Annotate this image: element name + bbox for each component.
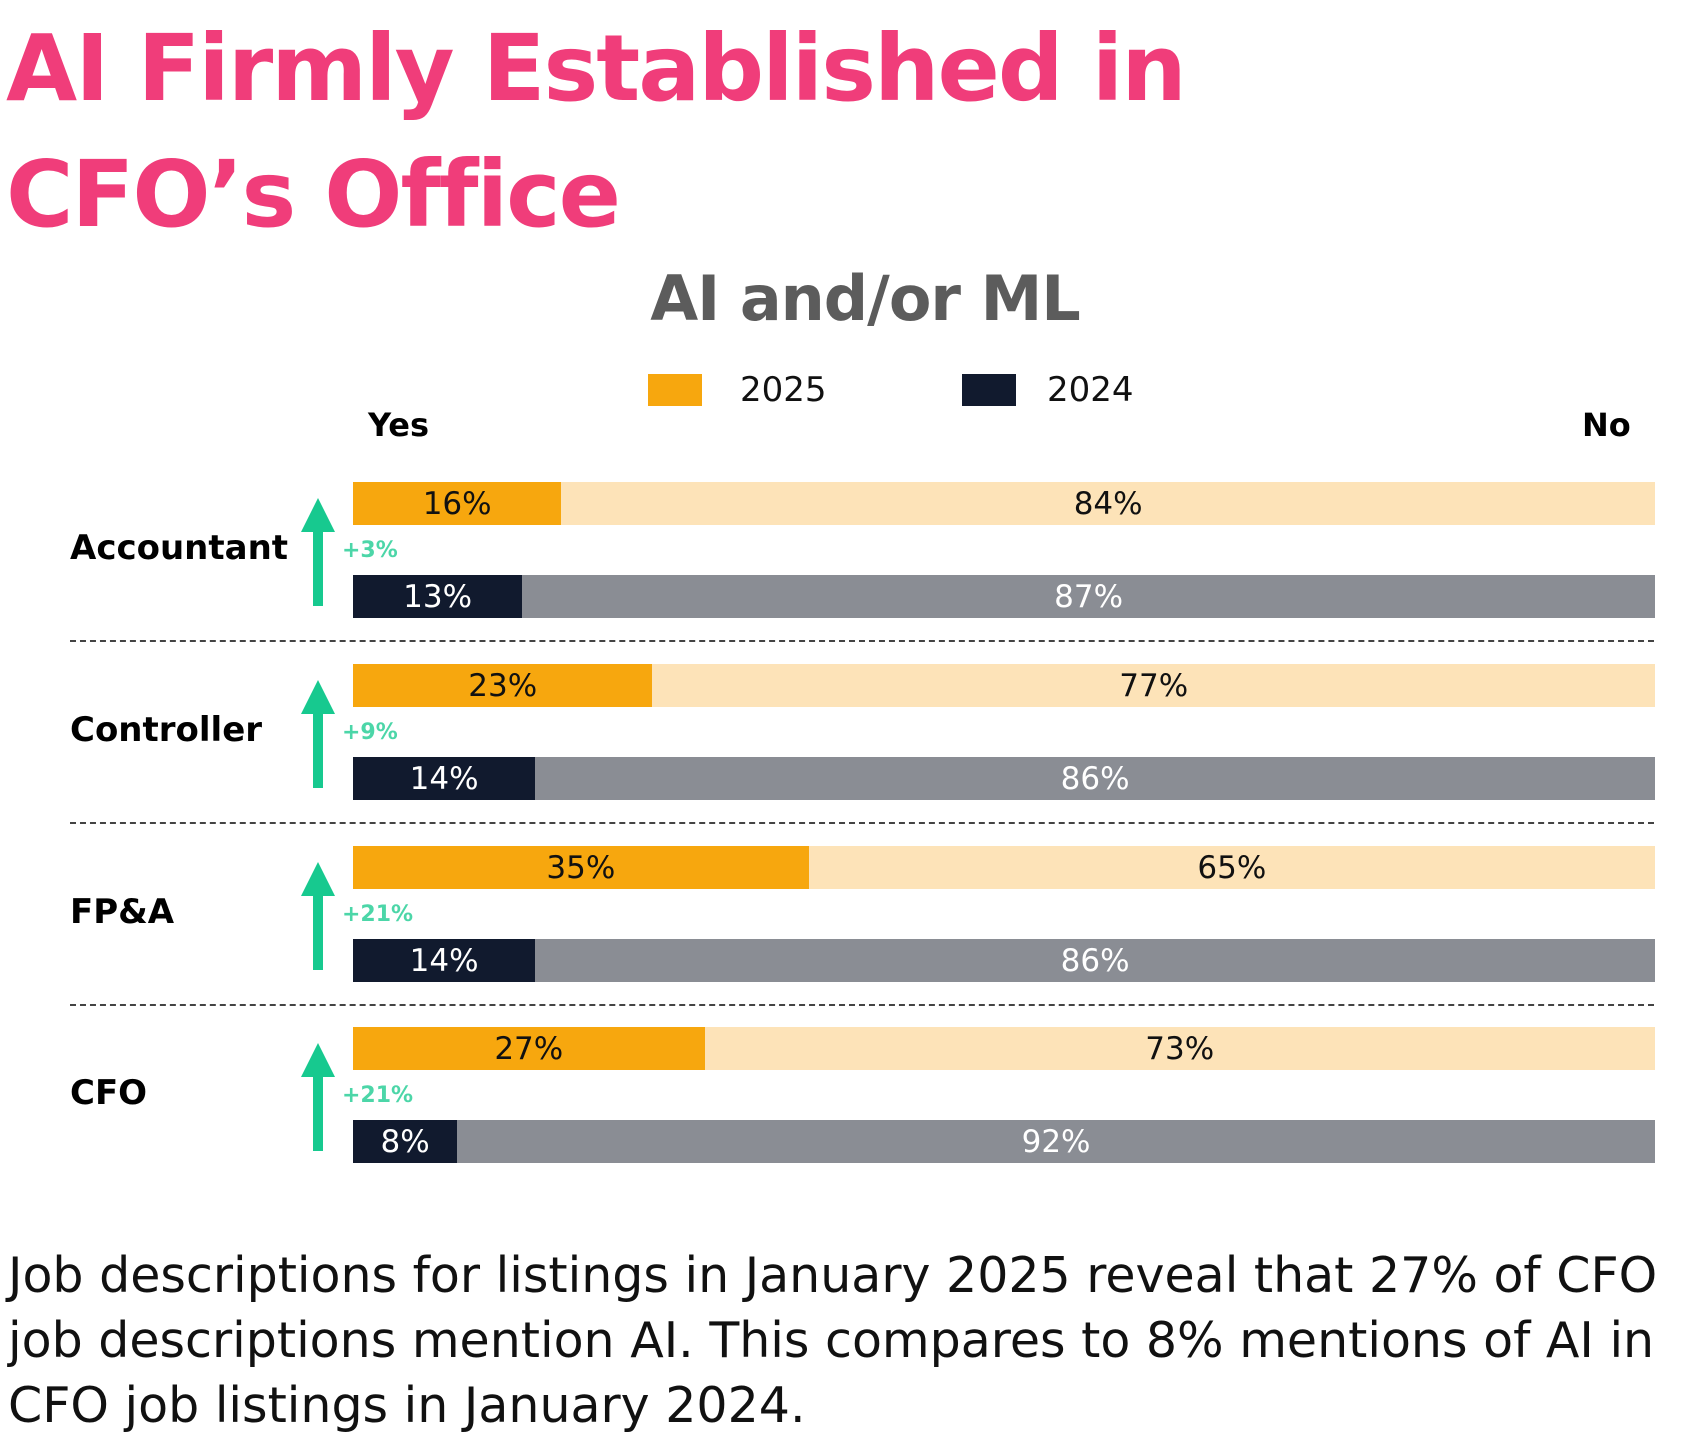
bar-accountant-2025-no: 84% [561,482,1655,525]
legend-swatch-2025 [648,374,702,406]
bar-controller-2025-yes: 23% [353,664,653,707]
page-title: AI Firmly Established in CFO’s Office [6,15,1187,248]
yes-axis-label: Yes [368,406,429,444]
bar-controller-2024-no: 86% [535,757,1655,800]
bar-cfo-2024-yes: 8% [353,1120,458,1163]
bar-accountant-2024-no-label: 87% [1054,578,1124,615]
legend-label-2025: 2025 [740,370,827,410]
category-label-controller: Controller [70,710,263,750]
increase-arrow-icon [301,862,335,970]
bar-fp-a-2025-yes: 35% [353,846,809,889]
bar-fp-a-2024-yes: 14% [353,939,536,982]
change-label-cfo: +21% [342,1083,414,1108]
bar-cfo-2025-no-label: 73% [1145,1030,1215,1067]
bar-cfo-2024-yes-label: 8% [380,1123,430,1160]
bar-cfo-2025-no: 73% [704,1027,1655,1070]
bar-controller-2024-yes: 14% [353,757,536,800]
bar-accountant-2024-no: 87% [522,575,1655,618]
bar-accountant-2025-yes: 16% [353,482,562,525]
bar-fp-a-2025-no-label: 65% [1197,849,1267,886]
category-label-cfo: CFO [70,1073,148,1113]
bar-cfo-2025-yes-label: 27% [494,1030,564,1067]
chart-title: AI and/or ML [650,262,1081,335]
bar-controller-2025-no-label: 77% [1119,667,1189,704]
change-label-accountant: +3% [342,538,398,563]
legend-swatch-2024 [962,374,1016,406]
increase-arrow-icon [301,498,335,606]
group-divider [70,822,1654,824]
legend-label-2024: 2024 [1047,370,1134,410]
category-label-accountant: Accountant [70,528,289,568]
no-axis-label: No [1582,406,1631,444]
group-divider [70,640,1654,642]
change-label-controller: +9% [342,720,398,745]
bar-fp-a-2024-yes-label: 14% [409,942,479,979]
increase-arrow-icon [301,1043,335,1151]
footnote: Job descriptions for listings in January… [8,1247,1658,1434]
category-label-fp-a: FP&A [70,892,175,932]
change-label-fp-a: +21% [342,902,414,927]
bar-fp-a-2024-no-label: 86% [1060,942,1130,979]
bar-controller-2025-yes-label: 23% [468,667,538,704]
bar-fp-a-2025-no: 65% [808,846,1655,889]
bar-cfo-2024-no-label: 92% [1021,1123,1091,1160]
bar-accountant-2025-yes-label: 16% [422,485,492,522]
bar-controller-2024-yes-label: 14% [409,760,479,797]
bar-fp-a-2024-no: 86% [535,939,1655,982]
bar-fp-a-2025-yes-label: 35% [546,849,616,886]
group-divider [70,1004,1654,1006]
bar-cfo-2025-yes: 27% [353,1027,705,1070]
bar-cfo-2024-no: 92% [457,1120,1655,1163]
bar-controller-2025-no: 77% [652,664,1655,707]
bar-accountant-2025-no-label: 84% [1073,485,1143,522]
increase-arrow-icon [301,680,335,788]
bar-accountant-2024-yes: 13% [353,575,523,618]
bar-accountant-2024-yes-label: 13% [403,578,473,615]
bar-controller-2024-no-label: 86% [1060,760,1130,797]
